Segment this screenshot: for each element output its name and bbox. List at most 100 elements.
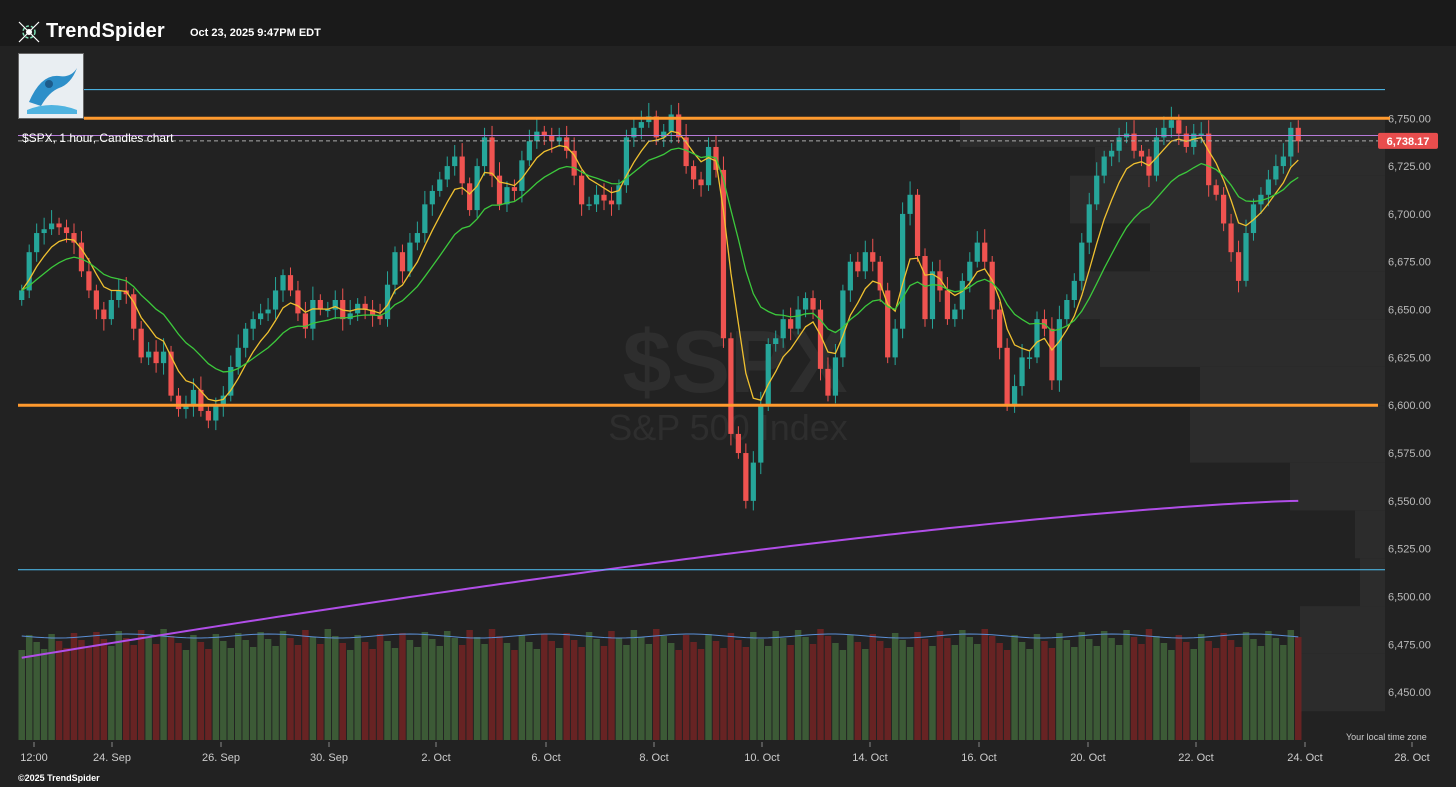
candle-body (131, 294, 137, 329)
volume-bar (332, 636, 339, 740)
candle-body (788, 319, 794, 329)
candle-body (549, 135, 555, 142)
candle-body (332, 300, 338, 310)
volume-bar (339, 643, 346, 740)
candle-body (1161, 127, 1167, 138)
volume-bar (511, 650, 518, 740)
candle-body (720, 169, 727, 339)
volume-profile-bar (1100, 319, 1385, 367)
volume-bar (1220, 633, 1227, 740)
candle-body (1034, 319, 1040, 358)
volume-bar (824, 636, 832, 740)
volume-bar (481, 644, 488, 740)
volume-bar (264, 639, 272, 740)
candle-body (735, 433, 741, 454)
x-tick-label: 12:00 (20, 752, 48, 764)
volume-bar (496, 636, 503, 740)
candle-body (496, 175, 503, 205)
sma-long-line (21, 499, 1299, 659)
candle-body (959, 280, 965, 310)
volume-bar (809, 644, 817, 740)
trendspider-logo[interactable]: TrendSpider (18, 20, 165, 43)
volume-bar (444, 631, 451, 740)
volume-bar (1115, 645, 1123, 740)
volume-bar (847, 635, 854, 740)
candle-body (1243, 233, 1249, 281)
volume-bar (436, 646, 444, 740)
candle-body (168, 351, 174, 396)
y-tick-label: 6,600.00 (1388, 400, 1431, 412)
volume-bar (959, 630, 966, 740)
candle-body (944, 290, 951, 320)
volume-bar (78, 640, 85, 740)
volume-bar (220, 641, 227, 740)
volume-bar (832, 643, 839, 740)
y-tick-label: 6,500.00 (1388, 592, 1431, 604)
volume-profile-bar (1150, 223, 1385, 272)
candle-body (743, 453, 749, 501)
ema-long-line (21, 147, 1299, 373)
candle-body (616, 185, 622, 205)
candle-body (802, 298, 809, 310)
volume-bar (966, 637, 974, 740)
volume-bar (40, 649, 48, 740)
candle-body (407, 242, 413, 272)
candle-body (1011, 386, 1018, 406)
volume-bar (503, 643, 511, 740)
candle-body (1056, 319, 1062, 381)
volume-bar (712, 641, 720, 740)
y-tick-label: 6,725.00 (1388, 161, 1431, 173)
volume-profile-bar (1080, 271, 1385, 320)
volume-bar (615, 638, 623, 740)
last-price-tag[interactable] (1378, 132, 1438, 149)
candle-body (452, 156, 458, 167)
volume-bar (1265, 631, 1272, 740)
candle-body (1094, 175, 1100, 205)
candle-body (347, 313, 353, 320)
volume-bar (1078, 632, 1086, 740)
candle-body (780, 319, 786, 339)
candle-body (676, 114, 682, 138)
volume-bar (70, 633, 78, 740)
candle-body (146, 351, 152, 358)
candle-body (885, 290, 891, 358)
candle-body (929, 271, 936, 320)
volume-bar (145, 637, 152, 740)
candle-body (1280, 156, 1286, 167)
candle-body (265, 309, 271, 314)
volume-bar (473, 637, 481, 740)
candle-body (63, 227, 70, 234)
volume-bar (369, 649, 376, 740)
volume-bar (279, 631, 287, 740)
candle-body (765, 344, 771, 406)
volume-bar (108, 646, 115, 740)
volume-bar (1145, 629, 1153, 740)
candle-body (474, 166, 480, 211)
volume-bar (630, 630, 638, 740)
y-tick-label: 6,650.00 (1388, 305, 1431, 317)
volume-bar (317, 644, 324, 740)
candle-body (78, 242, 85, 272)
volume-bar (988, 636, 996, 740)
symbol-label: $SPX, 1 hour, Candles chart (22, 131, 174, 145)
volume-bar (1190, 649, 1197, 740)
volume-bar (1138, 644, 1145, 740)
candle-body (601, 194, 607, 201)
candle-body (384, 284, 391, 320)
volume-bar (944, 638, 951, 740)
volume-bar (974, 644, 981, 740)
volume-bar (33, 642, 40, 740)
volume-bar (1272, 638, 1280, 740)
volume-bar (518, 635, 526, 740)
volume-bar (414, 647, 421, 740)
candle-body (1213, 185, 1219, 195)
volume-bar (1295, 637, 1302, 740)
volume-bar (175, 643, 182, 740)
candle-body (907, 194, 913, 214)
candle-body (228, 366, 234, 396)
volume-bar (354, 635, 361, 740)
watermark-name: S&P 500 Index (608, 407, 848, 448)
volume-bar (623, 645, 630, 740)
volume-bar (593, 639, 600, 740)
